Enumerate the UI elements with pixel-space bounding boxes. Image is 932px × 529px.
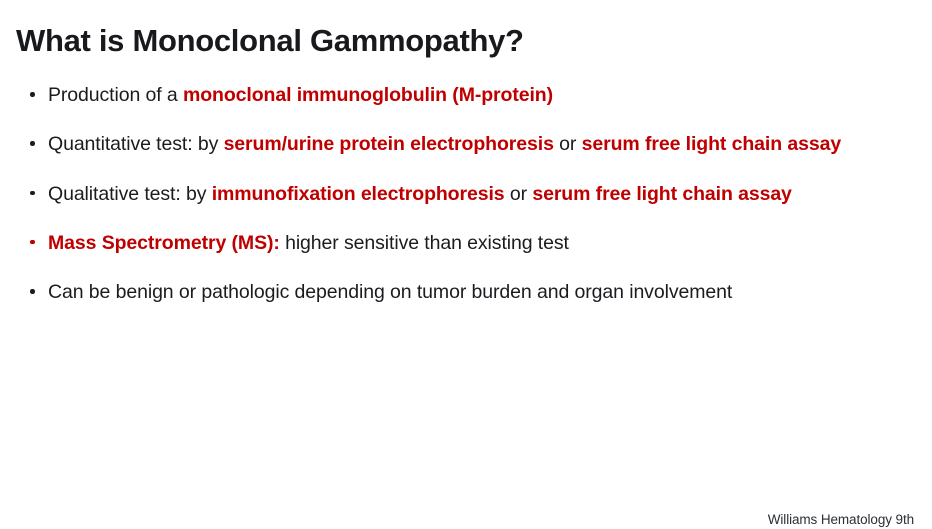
bullet-segment: Quantitative test: by — [48, 133, 224, 156]
page-title: What is Monoclonal Gammopathy? — [16, 23, 524, 58]
list-item: Quantitative test: by serum/urine protei… — [14, 130, 918, 158]
list-item: Mass Spectrometry (MS): higher sensitive… — [14, 229, 918, 257]
bullet-list: Production of a monoclonal immunoglobuli… — [14, 81, 918, 306]
source-citation: Williams Hematology 9th — [767, 512, 914, 527]
bullet-segment-emphasis: serum/urine protein electrophoresis — [223, 133, 554, 156]
bullet-segment: Production of a — [48, 84, 183, 107]
bullet-segment: higher sensitive than existing test — [279, 231, 569, 254]
bullet-segment: Can be benign or pathologic depending on… — [48, 281, 733, 304]
list-item: Qualitative test: by immunofixation elec… — [14, 180, 918, 208]
bullet-segment-emphasis: serum free light chain assay — [532, 182, 792, 205]
bullet-segment: or — [553, 133, 582, 156]
bullet-segment: or — [504, 182, 533, 205]
bullet-segment: Qualitative test: by — [48, 182, 212, 205]
bullet-segment-emphasis: Mass Spectrometry (MS): — [48, 231, 280, 254]
bullet-segment-emphasis: serum free light chain assay — [581, 133, 842, 156]
bullet-segment-emphasis: monoclonal immunoglobulin (M-protein) — [183, 84, 553, 107]
list-item: Production of a monoclonal immunoglobuli… — [14, 81, 918, 109]
list-item: Can be benign or pathologic depending on… — [14, 278, 918, 306]
bullet-segment-emphasis: immunofixation electrophoresis — [211, 182, 505, 205]
